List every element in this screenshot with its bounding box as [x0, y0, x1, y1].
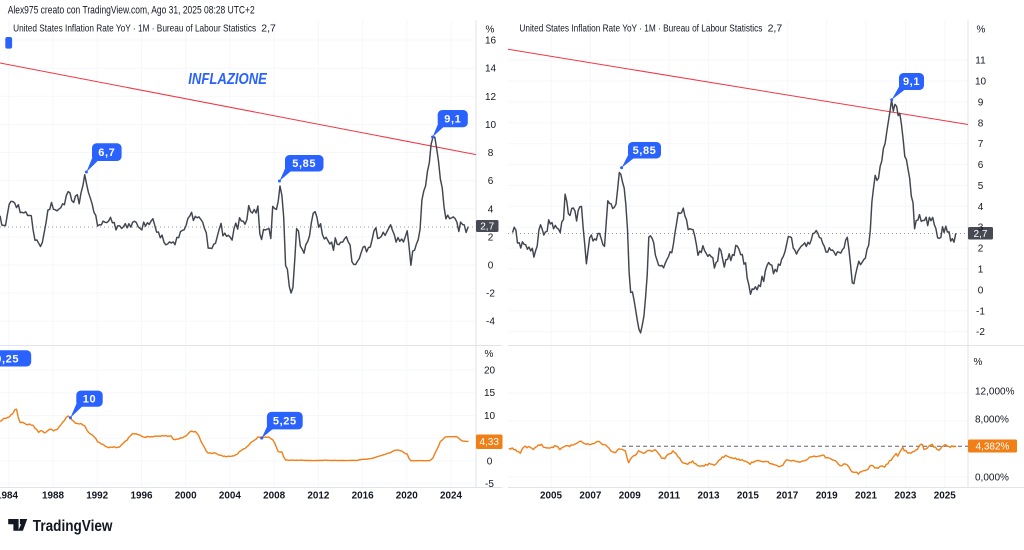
- svg-text:9,1: 9,1: [903, 76, 920, 88]
- svg-text:2012: 2012: [307, 491, 329, 502]
- svg-text:United States Inflation Rate Y: United States Inflation Rate YoY · 1M · …: [13, 22, 256, 34]
- svg-text:4,33: 4,33: [479, 437, 499, 448]
- svg-text:2,7: 2,7: [480, 222, 494, 233]
- svg-text:2,7: 2,7: [261, 22, 276, 34]
- svg-text:0: 0: [487, 457, 493, 468]
- svg-text:6,7: 6,7: [98, 147, 115, 159]
- svg-text:7: 7: [978, 139, 984, 150]
- svg-text:5,85: 5,85: [292, 158, 316, 170]
- svg-text:2015: 2015: [737, 491, 759, 502]
- svg-text:2000: 2000: [175, 491, 197, 502]
- svg-text:-5: -5: [485, 479, 494, 490]
- svg-text:8: 8: [488, 148, 494, 159]
- svg-text:-4: -4: [486, 317, 495, 328]
- svg-text:%: %: [974, 357, 983, 368]
- svg-text:5,25: 5,25: [273, 415, 297, 427]
- svg-text:8,000%: 8,000%: [975, 415, 1009, 426]
- svg-text:1: 1: [978, 265, 984, 276]
- svg-text:12: 12: [485, 92, 497, 103]
- svg-text:2011: 2011: [658, 491, 680, 502]
- svg-text:8: 8: [978, 118, 984, 129]
- svg-text:20: 20: [484, 366, 496, 377]
- svg-text:15: 15: [484, 388, 496, 399]
- svg-text:10: 10: [83, 393, 96, 405]
- svg-text:2024: 2024: [440, 491, 462, 502]
- svg-text:-2: -2: [976, 327, 985, 338]
- svg-text:14: 14: [485, 64, 497, 75]
- svg-text:4: 4: [488, 204, 494, 215]
- svg-text:2021: 2021: [855, 491, 877, 502]
- svg-text:2004: 2004: [219, 491, 241, 502]
- svg-text:9: 9: [978, 97, 984, 108]
- svg-text:0: 0: [488, 261, 494, 272]
- svg-text:2007: 2007: [579, 491, 601, 502]
- svg-text:1992: 1992: [86, 491, 108, 502]
- svg-text:1996: 1996: [131, 491, 153, 502]
- svg-text:16: 16: [485, 36, 497, 47]
- svg-text:0: 0: [978, 285, 984, 296]
- svg-text:9,1: 9,1: [444, 113, 461, 125]
- svg-text:2,7: 2,7: [768, 22, 783, 34]
- svg-text:2: 2: [488, 232, 494, 243]
- svg-text:1988: 1988: [42, 491, 64, 502]
- svg-text:5: 5: [978, 181, 984, 192]
- svg-text:%: %: [977, 25, 986, 36]
- svg-text:2016: 2016: [352, 491, 374, 502]
- svg-text:11: 11: [975, 56, 986, 67]
- svg-text:3: 3: [978, 223, 984, 234]
- svg-text:5,85: 5,85: [633, 145, 657, 157]
- svg-text:10: 10: [484, 411, 496, 422]
- svg-text:2,7: 2,7: [974, 229, 988, 240]
- svg-text:2005: 2005: [540, 491, 562, 502]
- svg-text:2: 2: [978, 244, 984, 255]
- svg-text:Alex975 creato con TradingView: Alex975 creato con TradingView.com, Ago …: [8, 5, 255, 17]
- svg-text:0,000%: 0,000%: [975, 473, 1009, 484]
- svg-text:2017: 2017: [776, 491, 798, 502]
- svg-text:TradingView: TradingView: [33, 518, 114, 535]
- svg-text:2020: 2020: [396, 491, 418, 502]
- svg-text:2009: 2009: [619, 491, 641, 502]
- svg-text:12,000%: 12,000%: [975, 387, 1015, 398]
- svg-text:6: 6: [978, 160, 984, 171]
- svg-text:1984: 1984: [0, 491, 18, 502]
- svg-text:2019: 2019: [816, 491, 838, 502]
- svg-text:INFLAZIONE: INFLAZIONE: [188, 71, 268, 88]
- svg-text:4,382%: 4,382%: [976, 442, 1010, 453]
- svg-text:0,25: 0,25: [0, 353, 19, 365]
- svg-text:10: 10: [485, 120, 497, 131]
- svg-text:-2: -2: [486, 289, 495, 300]
- svg-text:2023: 2023: [894, 491, 916, 502]
- svg-text:2013: 2013: [698, 491, 720, 502]
- svg-text:4: 4: [978, 202, 984, 213]
- svg-text:%: %: [485, 349, 494, 360]
- svg-text:6: 6: [488, 176, 494, 187]
- svg-text:2008: 2008: [263, 491, 285, 502]
- svg-text:10: 10: [975, 77, 987, 88]
- svg-text:2025: 2025: [934, 491, 956, 502]
- svg-text:-1: -1: [976, 306, 985, 317]
- svg-text:United States Inflation Rate Y: United States Inflation Rate YoY · 1M · …: [519, 22, 762, 34]
- svg-text:%: %: [486, 25, 495, 36]
